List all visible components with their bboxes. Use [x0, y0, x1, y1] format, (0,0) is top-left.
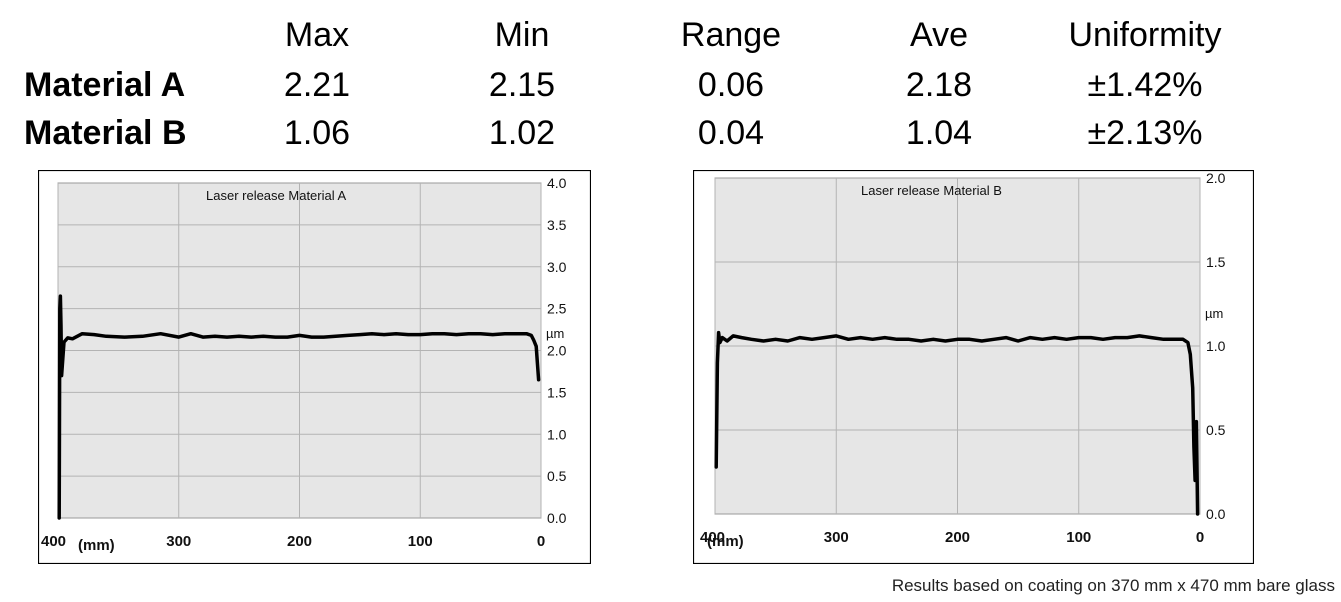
x-tick-label: 200 — [287, 533, 312, 550]
table-cell: ±2.13% — [1087, 114, 1203, 152]
y-tick-label: 1.5 — [1206, 254, 1226, 270]
col-header-uniformity: Uniformity — [1068, 16, 1222, 54]
row-label-material-b: Material B — [24, 114, 187, 152]
table-cell: 0.06 — [697, 66, 765, 104]
y-tick-label: 3.0 — [547, 259, 567, 275]
x-tick-label: 100 — [1066, 529, 1091, 546]
col-header-ave: Ave — [910, 16, 968, 54]
table-cell: 1.02 — [488, 114, 556, 152]
y-tick-label: 0.5 — [547, 468, 567, 484]
x-tick-label: 300 — [824, 529, 849, 546]
table-cell: 2.18 — [905, 66, 973, 104]
y-tick-label: 0.5 — [1206, 422, 1226, 438]
col-header-range: Range — [680, 16, 782, 54]
chart-title: Laser release Material B — [861, 183, 1002, 198]
x-tick-label: 400 — [700, 529, 725, 546]
x-tick-label: 100 — [408, 533, 433, 550]
x-tick-label: 400 — [41, 533, 66, 550]
chart-material-a: Laser release Material A 0.0 0.5 1.0 1.5 2.0 2… — [38, 170, 591, 564]
table-cell: 0.04 — [697, 114, 765, 152]
y-tick-label: 1.0 — [547, 426, 567, 442]
y-tick-label: 0.0 — [547, 510, 567, 526]
table-cell: ±1.42% — [1087, 66, 1203, 104]
x-tick-label: 0 — [1196, 529, 1204, 546]
y-tick-label: 0.0 — [1206, 506, 1226, 522]
table-cell: 2.15 — [488, 66, 556, 104]
series-line — [714, 330, 1200, 516]
chart-title: Laser release Material A — [206, 188, 347, 203]
table-cell: 1.06 — [283, 114, 351, 152]
x-tick-label: 0 — [537, 533, 545, 550]
table-cell: 1.04 — [905, 114, 973, 152]
summary-table: Max Min Range Ave Uniformity Material A … — [0, 0, 1341, 160]
x-axis-label: (mm) — [78, 537, 115, 554]
footnote: Results based on coating on 370 mm x 470… — [891, 576, 1335, 595]
y-axis-label: µm — [1205, 306, 1223, 321]
x-tick-label: 300 — [166, 533, 191, 550]
chart-material-b: Laser release Material B 0.0 0.5 1.0 1.5 2.0 µ… — [693, 170, 1254, 564]
series-line — [57, 294, 541, 520]
y-tick-label: 2.0 — [1206, 170, 1226, 186]
x-tick-label: 200 — [945, 529, 970, 546]
y-axis-label: µm — [546, 326, 564, 341]
y-tick-label: 1.5 — [547, 384, 567, 400]
col-header-max: Max — [284, 16, 350, 54]
y-tick-label: 1.0 — [1206, 338, 1226, 354]
col-header-min: Min — [494, 16, 550, 54]
y-tick-label: 2.5 — [547, 301, 567, 317]
row-label-material-a: Material A — [24, 66, 186, 104]
y-tick-label: 3.5 — [547, 217, 567, 233]
y-tick-label: 4.0 — [547, 175, 567, 191]
x-axis-label: (mm) — [707, 533, 744, 550]
y-tick-label: 2.0 — [547, 343, 567, 359]
table-cell: 2.21 — [283, 66, 351, 104]
